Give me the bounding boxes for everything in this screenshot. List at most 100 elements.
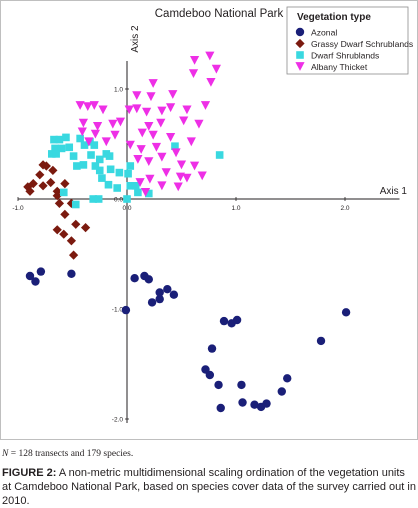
data-point (136, 145, 146, 154)
data-point (194, 119, 204, 129)
data-point (171, 148, 181, 158)
data-point (25, 186, 35, 196)
y-tick-label: -2.0 (112, 417, 124, 424)
y-tick-label: 1.0 (114, 87, 123, 94)
data-point (151, 142, 162, 152)
data-point (123, 195, 131, 203)
data-point (68, 250, 79, 260)
data-point (148, 130, 158, 140)
data-point (211, 64, 221, 74)
series-azonal (25, 267, 351, 413)
data-point (52, 225, 62, 235)
data-point (157, 181, 167, 191)
data-point (130, 274, 139, 283)
data-point (31, 277, 40, 286)
data-point (132, 91, 142, 100)
data-point (197, 171, 207, 181)
data-point (316, 336, 326, 346)
data-point (169, 290, 179, 299)
x-tick-label: 0.0 (122, 205, 131, 212)
y-axis-label: Axis 2 (130, 25, 141, 53)
data-point (98, 105, 108, 115)
data-point (205, 370, 215, 380)
data-point (76, 134, 84, 143)
axes: -1.0 0.0 1.0 2.0 1.0 0.0 -1.0 -2.0 Axis 1 Axis 2 (12, 25, 407, 424)
legend-box (286, 6, 409, 75)
data-point (50, 135, 58, 144)
data-point (62, 133, 70, 142)
data-point (238, 398, 247, 407)
data-point (59, 229, 69, 239)
data-point (121, 305, 131, 315)
data-point (80, 223, 91, 233)
data-point (108, 119, 118, 129)
legend-marker-circle (295, 27, 305, 37)
series-albany-thicket (75, 51, 221, 197)
data-point (161, 168, 171, 177)
legend-label: Azonal (311, 28, 337, 38)
data-point (132, 104, 142, 114)
figure-caption: FIGURE 2: A non-metric multidimensional … (2, 466, 416, 508)
data-point (148, 79, 158, 88)
legend-marker-triangle-down (295, 62, 305, 71)
data-point (60, 209, 70, 219)
data-point (115, 117, 126, 127)
data-point (283, 374, 292, 383)
chart-title: Camdeboo National Park (155, 8, 284, 20)
data-point (47, 150, 56, 158)
data-point (125, 140, 135, 150)
data-point (66, 236, 77, 246)
data-point (25, 271, 35, 281)
data-point (115, 168, 124, 177)
data-point (35, 170, 45, 180)
data-point (140, 188, 151, 197)
x-tick-label: 2.0 (340, 205, 349, 212)
y-tick-label: -1.0 (112, 307, 124, 314)
note-text: = 128 transects and 179 species. (8, 449, 134, 459)
data-point (219, 316, 229, 326)
data-point (133, 155, 143, 164)
y-tick-label: 0.0 (114, 197, 123, 204)
data-point (57, 144, 66, 153)
data-point (341, 308, 351, 317)
data-point (52, 191, 62, 201)
figure-panel: Camdeboo National Park -1.0 0.0 1.0 2.0 1.0 0… (0, 0, 418, 440)
legend-marker-diamond (295, 38, 305, 49)
data-point (173, 182, 183, 192)
data-point (156, 118, 166, 128)
data-point (55, 135, 64, 144)
data-point (41, 161, 51, 171)
data-point (250, 400, 259, 409)
data-point (59, 188, 68, 197)
data-point (36, 267, 46, 276)
data-point (277, 387, 286, 396)
data-point (124, 105, 134, 115)
data-point (155, 294, 164, 304)
data-point (214, 380, 223, 390)
data-point (23, 182, 33, 192)
data-point (175, 172, 186, 182)
data-point (137, 128, 147, 138)
data-point (105, 152, 114, 160)
data-point (134, 188, 142, 197)
data-point (157, 106, 167, 116)
data-point (113, 184, 121, 192)
data-point (200, 101, 211, 110)
data-point (144, 122, 154, 131)
data-point (87, 151, 95, 159)
nmds-ordination-chart: Camdeboo National Park -1.0 0.0 1.0 2.0 1.0 0… (12, 6, 413, 424)
data-point (168, 90, 178, 99)
data-point (89, 101, 99, 110)
data-point (166, 103, 176, 113)
series-grassy-dwarf-schrublands (23, 160, 91, 260)
data-point (126, 182, 135, 190)
data-point (144, 275, 153, 284)
data-point (89, 195, 98, 203)
data-point (179, 116, 189, 126)
data-point (206, 78, 216, 87)
data-point (216, 403, 225, 413)
data-point (71, 219, 81, 229)
data-point (60, 179, 70, 189)
data-point (232, 315, 242, 325)
